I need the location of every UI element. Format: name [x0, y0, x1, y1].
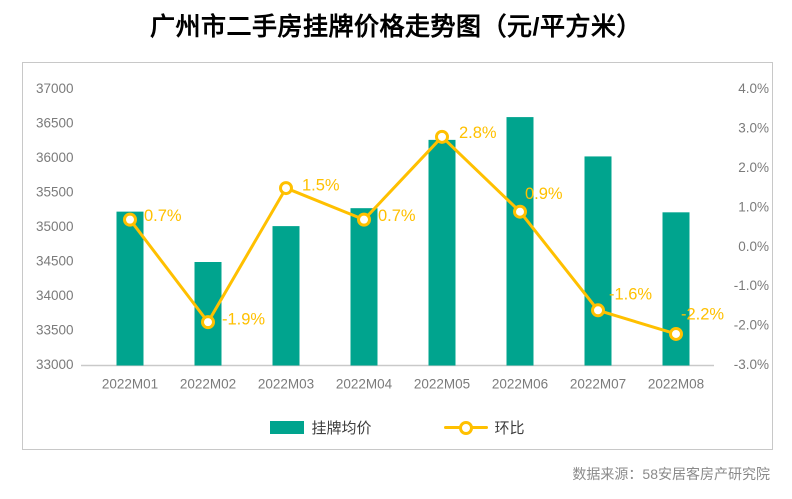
legend-item-bar: 挂牌均价: [270, 417, 372, 438]
line-marker-2022M01: [123, 212, 137, 227]
combo-chart: 37000 36500 36000 35500 35000 34500 34000 33500…: [36, 81, 769, 392]
y-axis-tick-label: 36000: [36, 150, 74, 165]
line-data-label: -1.6%: [609, 286, 652, 304]
x-axis-tick-label: 2022M08: [648, 377, 704, 392]
line-data-label: 0.7%: [144, 207, 182, 225]
bar-2022M02: [194, 262, 222, 366]
secondary-axis-tick-label: 4.0%: [738, 81, 769, 96]
x-axis-tick-label: 2022M07: [570, 377, 626, 392]
line-marker-2022M08: [669, 326, 683, 341]
secondary-axis-tick-label: -1.0%: [734, 278, 769, 293]
bar-2022M01: [116, 211, 144, 366]
chart-title: 广州市二手房挂牌价格走势图（元/平方米）: [150, 13, 642, 41]
line-data-label: 0.7%: [378, 207, 416, 225]
legend-line-label: 环比: [494, 420, 525, 437]
legend-bar-label: 挂牌均价: [311, 420, 372, 437]
line-marker-icon: [458, 420, 473, 435]
y-axis-tick-label: 34000: [36, 288, 74, 303]
bar-2022M03: [272, 226, 300, 366]
chart-container: 37000 36500 36000 35500 35000 34500 34000 33500…: [22, 62, 773, 450]
line-series-swatch: [443, 420, 488, 435]
line-data-label: -2.2%: [681, 305, 724, 323]
line-data-label: -1.9%: [222, 310, 265, 328]
bar-2022M05: [428, 139, 456, 366]
x-axis-tick-label: 2022M02: [180, 377, 236, 392]
line-data-label: 1.5%: [302, 176, 340, 194]
y-axis-tick-label: 35500: [36, 185, 74, 200]
bar-series-swatch: [270, 421, 305, 434]
line-marker-2022M03: [279, 181, 293, 196]
line-data-label: 2.8%: [459, 124, 497, 142]
line-marker-2022M04: [357, 212, 371, 227]
x-axis-tick-label: 2022M04: [336, 377, 393, 392]
line-data-label: 0.9%: [525, 185, 563, 203]
y-axis-tick-label: 37000: [36, 81, 74, 96]
legend-item-line: 环比: [443, 417, 525, 438]
y-axis-tick-label: 35000: [36, 219, 74, 234]
x-axis-tick-label: 2022M01: [102, 377, 158, 392]
x-axis-tick-label: 2022M05: [414, 377, 470, 392]
line-marker-2022M05: [435, 129, 449, 144]
bar-2022M08: [662, 212, 690, 366]
bar-2022M04: [350, 208, 378, 366]
data-source-note: 数据来源：58安居客房产研究院: [572, 466, 770, 482]
x-axis-tick-label: 2022M03: [258, 377, 314, 392]
line-marker-2022M07: [591, 303, 605, 318]
line-marker-2022M06: [513, 204, 527, 219]
x-axis-tick-label: 2022M06: [492, 377, 548, 392]
secondary-axis-tick-label: 2.0%: [738, 160, 769, 175]
y-axis-tick-label: 36500: [36, 116, 74, 131]
secondary-axis-tick-label: -3.0%: [734, 357, 769, 372]
line-series: [128, 135, 677, 336]
secondary-axis-tick-label: 3.0%: [738, 120, 769, 135]
y-axis-tick-label: 33500: [36, 323, 74, 338]
bar-2022M07: [584, 156, 612, 366]
y-axis-tick-label: 34500: [36, 254, 74, 269]
legend: 挂牌均价 环比: [23, 417, 772, 438]
bar-2022M06: [506, 117, 534, 366]
secondary-axis-tick-label: 0.0%: [738, 239, 769, 254]
y-axis-tick-label: 33000: [36, 357, 74, 372]
line-marker-2022M02: [201, 315, 215, 330]
secondary-axis-tick-label: -2.0%: [734, 318, 769, 333]
secondary-axis-tick-label: 1.0%: [738, 199, 769, 214]
